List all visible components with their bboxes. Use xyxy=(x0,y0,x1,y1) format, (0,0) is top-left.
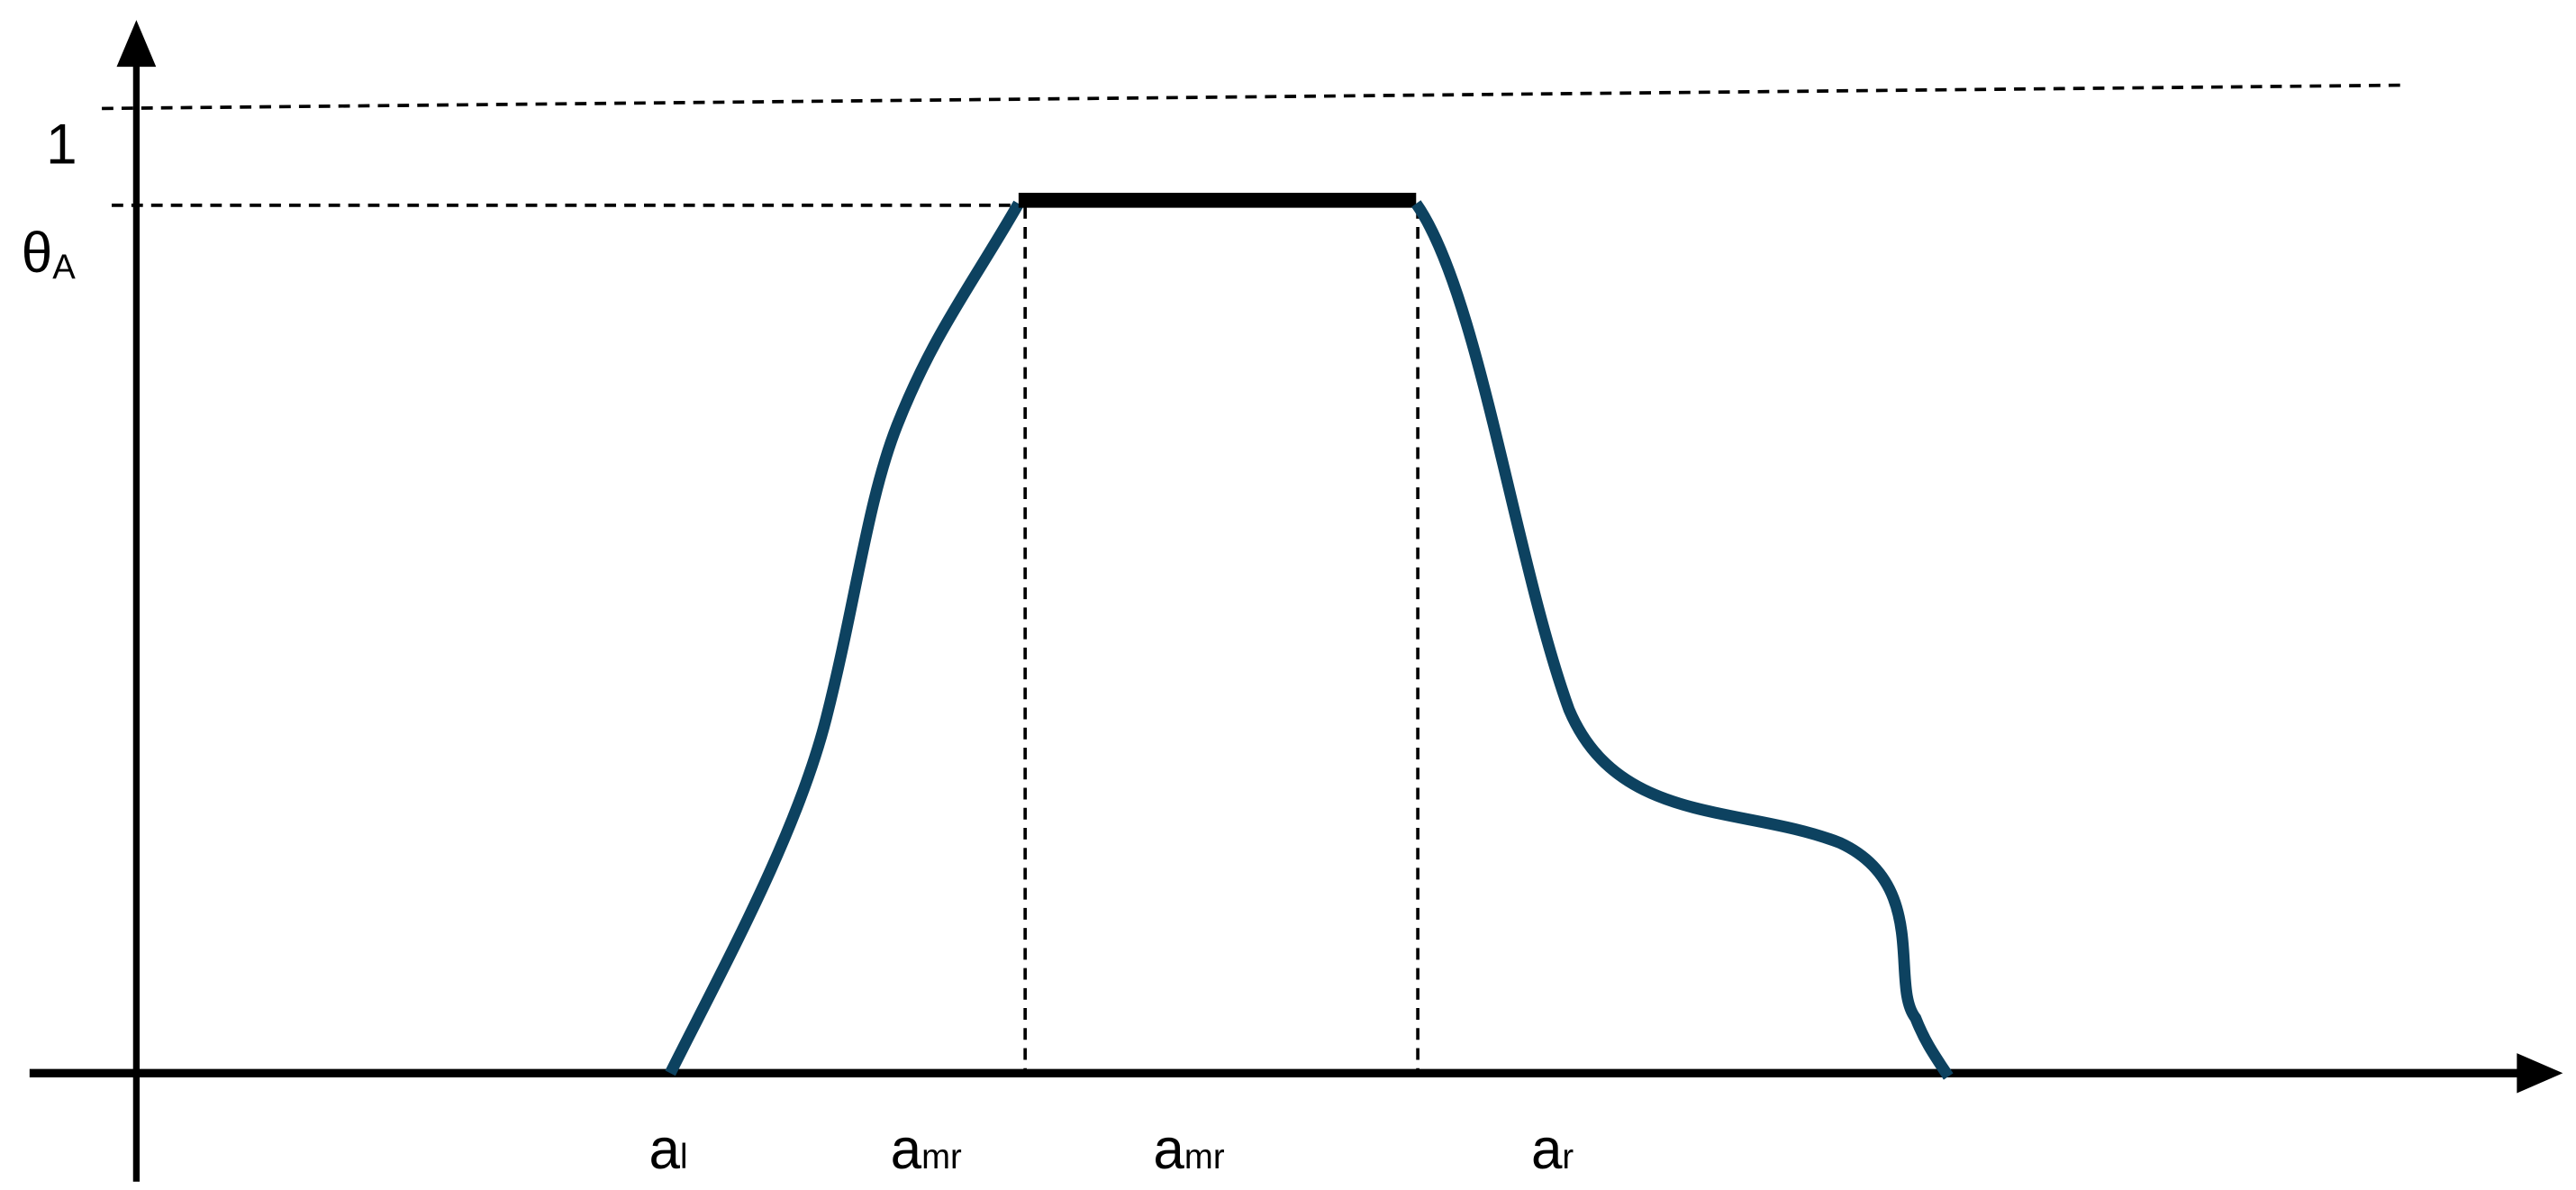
x-label-sub: mr xyxy=(921,1138,962,1176)
x-label: amr xyxy=(891,1117,962,1181)
x-label-sub: r xyxy=(1562,1138,1574,1176)
level-one-line xyxy=(102,83,2408,111)
y-label-main: 1 xyxy=(46,113,77,177)
rising-edge xyxy=(665,200,1024,1076)
y-label: θA xyxy=(22,222,76,287)
x-label-main: a xyxy=(1153,1117,1184,1181)
x-label: ar xyxy=(1531,1117,1574,1181)
x-axis-arrow xyxy=(2517,1053,2563,1094)
y-axis-arrow xyxy=(116,20,157,68)
x-label: al xyxy=(649,1117,687,1181)
x-label-sub: mr xyxy=(1184,1138,1225,1176)
x-label-main: a xyxy=(649,1117,680,1181)
x-label-main: a xyxy=(1531,1117,1563,1181)
y-label-main: θ xyxy=(22,222,52,286)
y-label-sub: A xyxy=(52,248,76,286)
x-label-main: a xyxy=(891,1117,922,1181)
x-label: amr xyxy=(1153,1117,1224,1181)
y-label: 1 xyxy=(46,113,77,177)
x-label-sub: l xyxy=(680,1138,688,1176)
falling-edge xyxy=(1411,200,1954,1080)
